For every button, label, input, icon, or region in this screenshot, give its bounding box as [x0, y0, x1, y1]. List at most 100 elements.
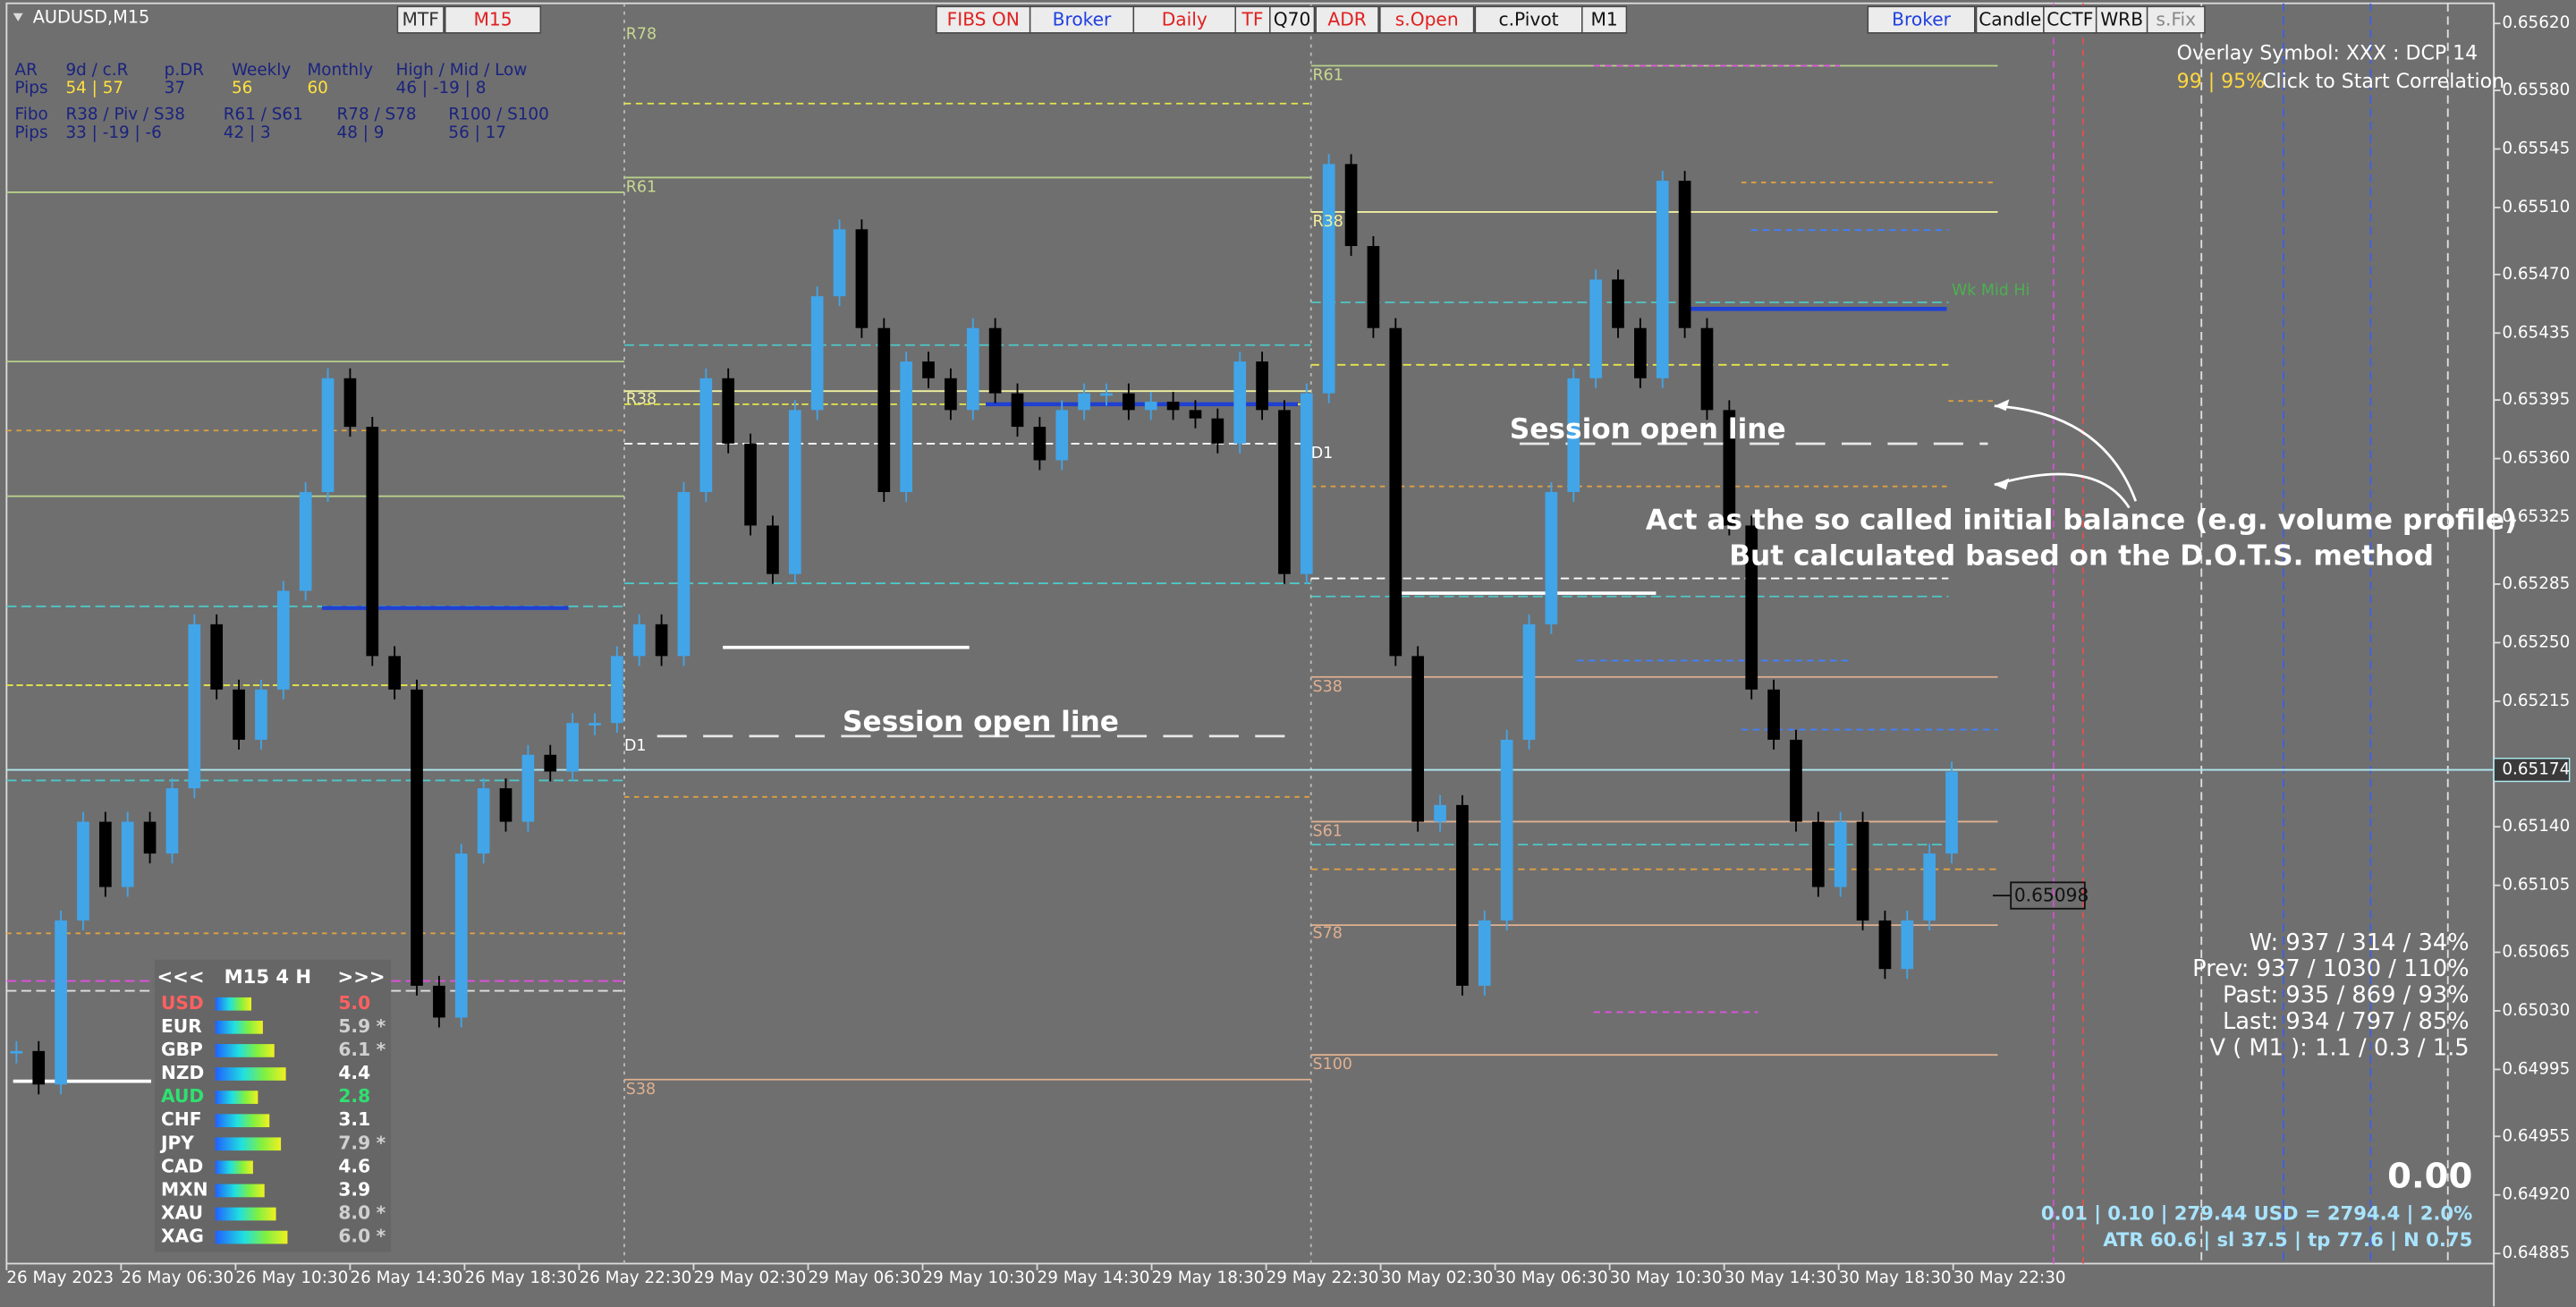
toolbar-button[interactable]	[1581, 5, 1628, 34]
toolbar-button-label: s.Fix	[2156, 8, 2196, 30]
time-label: 26 May 14:30	[350, 1269, 462, 1287]
panel-header: >>>	[338, 965, 386, 988]
candle-body	[299, 492, 312, 591]
toolbar-button[interactable]	[1315, 5, 1379, 34]
candle-body	[1634, 327, 1647, 378]
currency-panel	[154, 959, 392, 1252]
currency-value: 2.8	[338, 1085, 370, 1107]
candle-body	[632, 624, 646, 657]
candle-body	[77, 821, 89, 921]
currency-value: 3.1	[338, 1108, 370, 1130]
currency-name: XAU	[161, 1202, 203, 1224]
range-stat: W: 937 / 314 / 34%	[2250, 929, 2470, 956]
candle-body	[233, 689, 245, 740]
toolbar-button-label: Broker	[1892, 8, 1951, 30]
toolbar-button-label: MTF	[402, 8, 439, 30]
candle-body	[544, 754, 557, 772]
toolbar-button[interactable]	[2146, 5, 2206, 34]
correlation-action[interactable]: Click to Start Correlation	[2262, 71, 2504, 93]
toolbar-button[interactable]	[1269, 5, 1316, 34]
annotation: Session open line	[843, 706, 1119, 738]
fibo-cell: 56 | 17	[448, 123, 506, 142]
currency-name: NZD	[161, 1062, 204, 1083]
candle-body	[477, 788, 490, 854]
time-label: 29 May 18:30	[1152, 1269, 1265, 1287]
currency-name: MXN	[161, 1178, 208, 1200]
stats-cell: 56	[232, 79, 252, 98]
arrow-head	[1994, 478, 2010, 490]
strength-bar	[215, 1067, 286, 1081]
currency-value: 4.6	[338, 1155, 370, 1176]
currency-flag: *	[377, 1202, 386, 1224]
candle-body	[1700, 327, 1714, 411]
toolbar-button-label: TF	[1241, 8, 1264, 30]
candle-body	[10, 1050, 23, 1054]
lot-info: 0.01 | 0.10 | 279.44 USD = 2794.4 | 2.0%	[2041, 1201, 2472, 1225]
price-tick-label: 0.65470	[2502, 265, 2570, 284]
price-tick-label: 0.64885	[2502, 1243, 2570, 1262]
toolbar-button-label: FIBS ON	[947, 8, 1020, 30]
stats-cell: High / Mid / Low	[396, 61, 528, 80]
time-label: 30 May 06:30	[1496, 1269, 1608, 1287]
annotation-arrow	[1994, 472, 2131, 509]
fibo-cell: 33 | -19 | -6	[65, 123, 161, 142]
level-label: D1	[624, 737, 647, 755]
toolbar-button-label: ADR	[1327, 8, 1366, 30]
level-label: D1	[1311, 445, 1334, 463]
candle-body	[1500, 739, 1513, 921]
time-label: 29 May 02:30	[693, 1269, 806, 1287]
candle-body	[833, 229, 846, 297]
candle-body	[1656, 181, 1669, 378]
stats-cell: 9d / c.R	[65, 61, 128, 80]
price-tick-label: 0.65105	[2502, 876, 2570, 895]
time-label: 29 May 22:30	[1267, 1269, 1379, 1287]
price-tag-box	[2010, 881, 2086, 910]
toolbar-button[interactable]	[445, 5, 542, 34]
toolbar-button-label: c.Pivot	[1499, 8, 1559, 30]
range-stat: Past: 935 / 869 / 93%	[2223, 982, 2470, 1009]
strength-bar	[215, 997, 252, 1011]
candle-body	[810, 296, 824, 411]
toolbar-button[interactable]	[936, 5, 1031, 34]
stats-cell: Monthly	[307, 61, 373, 80]
toolbar-button[interactable]	[1029, 5, 1135, 34]
candle-body	[788, 410, 801, 574]
current-price-label: 0.65174	[2502, 760, 2570, 779]
candle-body	[1100, 393, 1113, 396]
candle-body	[1834, 821, 1847, 887]
toolbar-button[interactable]	[2095, 5, 2148, 34]
correlation-value: 99 | 95%	[2177, 71, 2265, 93]
candle-body	[1367, 246, 1380, 328]
price-tick-label: 0.65510	[2502, 198, 2570, 216]
candle-body	[1545, 492, 1558, 624]
strength-bar	[215, 1230, 288, 1244]
time-label: 30 May 02:30	[1381, 1269, 1494, 1287]
candle-body	[1011, 393, 1024, 428]
toolbar-button[interactable]	[1132, 5, 1236, 34]
price-tick-label: 0.65395	[2502, 390, 2570, 409]
candle-body	[945, 378, 957, 411]
toolbar-button[interactable]	[1234, 5, 1271, 34]
candle-body	[767, 525, 779, 574]
menu-arrow[interactable]	[13, 13, 23, 21]
currency-flag: *	[377, 1015, 386, 1037]
fibo-cell: R78 / S78	[337, 106, 417, 124]
time-label: 26 May 2023	[6, 1269, 114, 1287]
currency-flag: *	[377, 1039, 386, 1060]
toolbar-button[interactable]	[1379, 5, 1475, 34]
stats-cell: 54 | 57	[65, 79, 123, 98]
candle-body	[1078, 393, 1090, 411]
time-label: 30 May 10:30	[1610, 1269, 1723, 1287]
price-tick-label: 0.65620	[2502, 13, 2570, 32]
atr-info: ATR 60.6 | sl 37.5 | tp 77.6 | N 0.75	[2103, 1228, 2472, 1252]
toolbar-button[interactable]	[396, 5, 445, 34]
candle-body	[655, 624, 668, 657]
candle-body	[1678, 181, 1691, 328]
strength-bar	[215, 1137, 282, 1151]
toolbar-button[interactable]	[1867, 5, 1976, 34]
candle-body	[1723, 410, 1736, 526]
strength-bar	[215, 1021, 263, 1034]
price-tick-label: 0.65215	[2502, 692, 2570, 710]
